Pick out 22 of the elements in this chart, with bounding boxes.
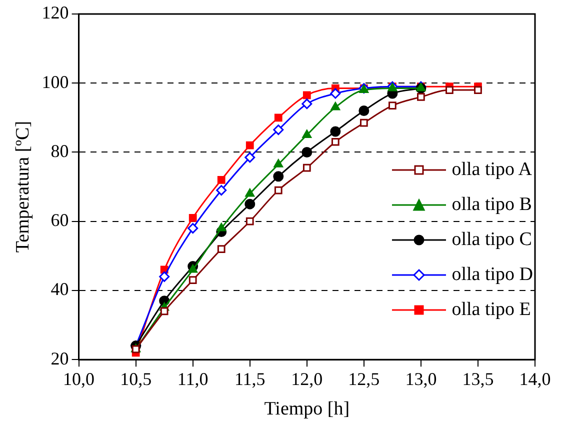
x-tick-label: 11,5 <box>234 369 266 390</box>
x-tick-label: 12,5 <box>348 369 380 390</box>
y-tick-label: 20 <box>50 348 69 368</box>
x-tick-label: 14,0 <box>519 369 551 390</box>
x-tick-label: 13,5 <box>462 369 494 390</box>
y-axis-title: Temperatura [ºC] <box>12 120 34 253</box>
y-tick-label: 120 <box>42 2 69 23</box>
legend-label: olla tipo C <box>452 228 532 250</box>
legend-label: olla tipo B <box>452 194 532 216</box>
x-tick-label: 11,0 <box>177 369 208 390</box>
legend-label: olla tipo A <box>452 158 532 180</box>
legend-label: olla tipo D <box>452 264 533 286</box>
x-tick-label: 13,0 <box>405 369 437 390</box>
legend-label: olla tipo E <box>452 298 531 320</box>
y-tick-label: 60 <box>50 210 69 230</box>
x-axis-title: Tiempo [h] <box>264 398 350 420</box>
y-tick-label: 100 <box>42 72 69 92</box>
x-tick-label: 10,0 <box>63 369 95 390</box>
y-tick-label: 40 <box>50 279 69 300</box>
y-tick-label: 80 <box>50 140 69 161</box>
x-tick-label: 10,5 <box>120 369 152 390</box>
x-tick-label: 12,0 <box>291 369 323 390</box>
